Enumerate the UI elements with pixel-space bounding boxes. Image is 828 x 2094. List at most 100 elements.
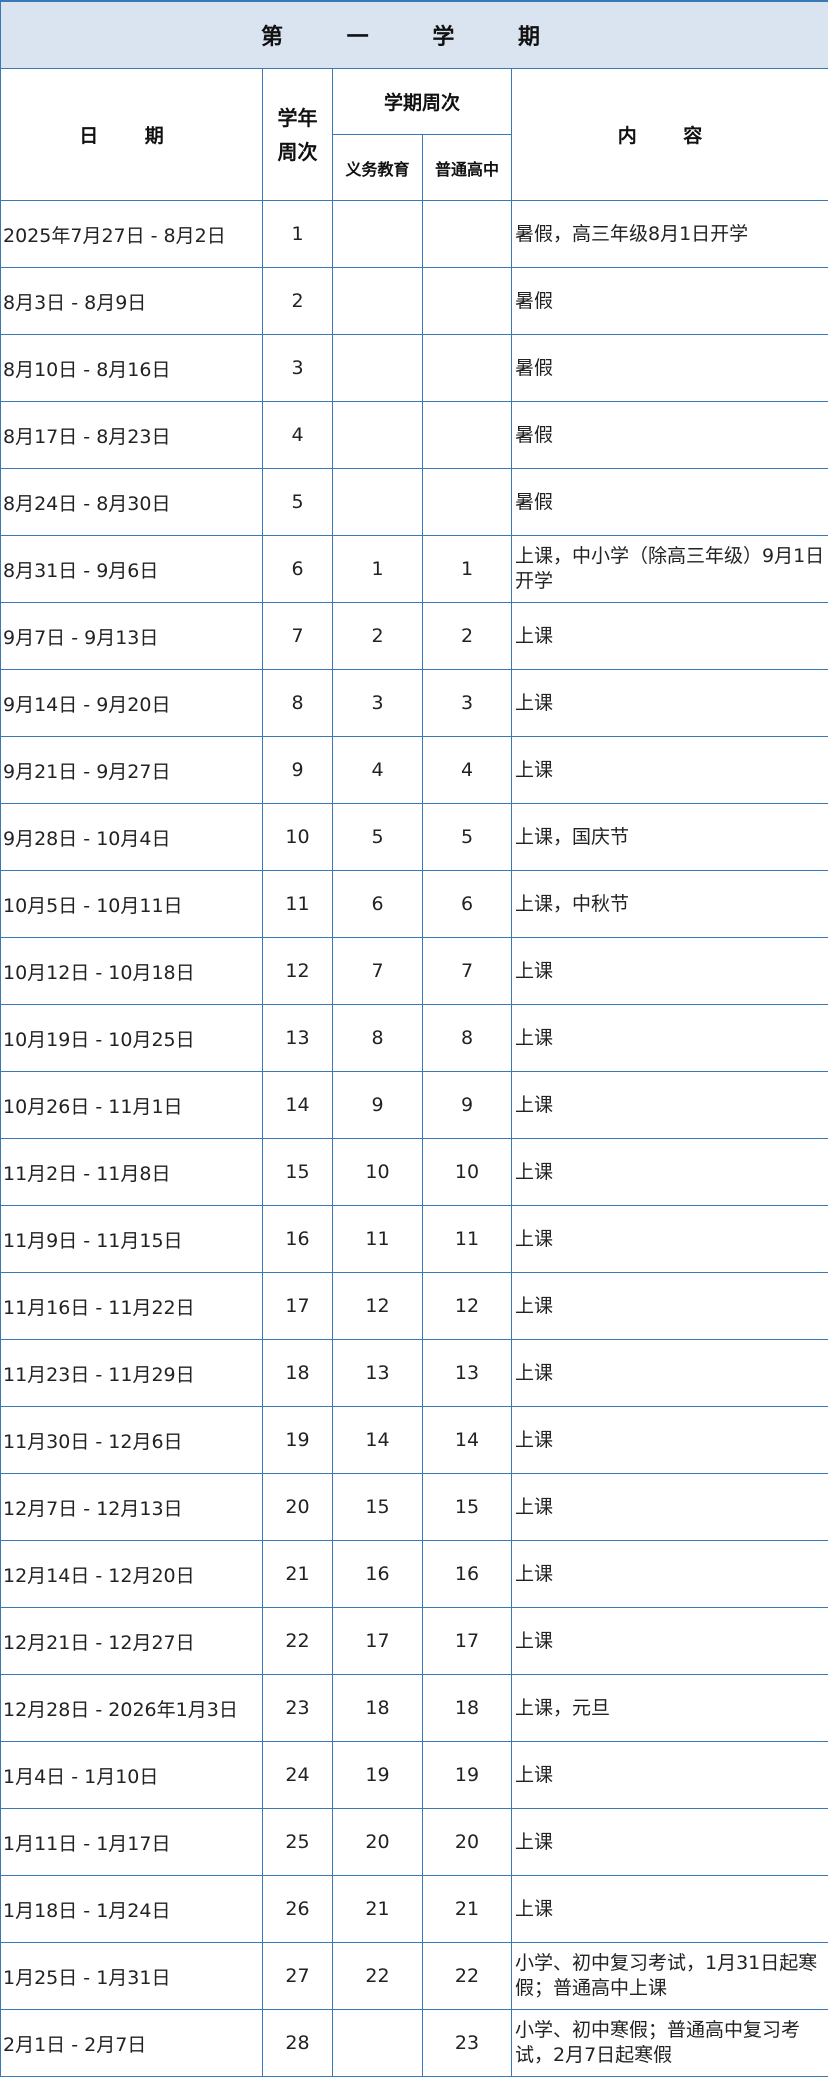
date-cell: 8月24日 - 8月30日 [0,468,263,536]
table-row: 12月14日 - 12月20日 21 16 16 上课 [0,1540,828,1608]
table-row: 10月12日 - 10月18日 12 7 7 上课 [0,937,828,1005]
compulsory-week-cell: 12 [332,1272,423,1340]
year-week-cell: 1 [262,200,333,268]
content-cell: 上课 [510,1272,828,1340]
high-school-week-cell: 22 [422,1942,512,2010]
high-school-week-cell: 3 [422,669,512,737]
table-row: 2月1日 - 2月7日 28 23 小学、初中寒假；普通高中复习考试，2月7日起寒假 [0,2009,828,2077]
high-school-week-cell: 16 [422,1540,512,1608]
year-week-cell: 13 [262,1004,333,1072]
date-cell: 8月3日 - 8月9日 [0,267,263,335]
content-cell: 上课 [510,1406,828,1474]
date-cell: 1月11日 - 1月17日 [0,1808,263,1876]
year-week-cell: 28 [262,2009,333,2077]
year-week-cell: 16 [262,1205,333,1273]
date-cell: 11月23日 - 11月29日 [0,1339,263,1407]
year-week-cell: 12 [262,937,333,1005]
year-week-cell: 10 [262,803,333,871]
high-school-week-cell: 5 [422,803,512,871]
header-date: 日 期 [0,68,263,201]
date-cell: 12月14日 - 12月20日 [0,1540,263,1608]
header-term-week: 学期周次 [332,68,512,135]
year-week-cell: 27 [262,1942,333,2010]
compulsory-week-cell: 19 [332,1741,423,1809]
date-cell: 8月10日 - 8月16日 [0,334,263,402]
content-cell: 上课，中秋节 [510,870,828,938]
table-row: 8月17日 - 8月23日 4 暑假 [0,401,828,469]
compulsory-week-cell: 17 [332,1607,423,1675]
high-school-week-cell: 21 [422,1875,512,1943]
compulsory-week-cell: 14 [332,1406,423,1474]
date-cell: 9月28日 - 10月4日 [0,803,263,871]
content-cell: 上课 [510,669,828,737]
compulsory-week-cell: 16 [332,1540,423,1608]
content-cell: 上课 [510,1741,828,1809]
table-row: 9月28日 - 10月4日 10 5 5 上课，国庆节 [0,803,828,871]
compulsory-week-cell: 20 [332,1808,423,1876]
high-school-week-cell: 18 [422,1674,512,1742]
compulsory-week-cell: 18 [332,1674,423,1742]
high-school-week-cell [422,267,512,335]
content-cell: 上课 [510,1607,828,1675]
high-school-week-cell [422,200,512,268]
content-cell: 上课，元旦 [510,1674,828,1742]
content-cell: 暑假 [510,334,828,402]
content-cell: 上课 [510,1473,828,1541]
compulsory-week-cell [332,334,423,402]
high-school-week-cell: 17 [422,1607,512,1675]
date-cell: 8月31日 - 9月6日 [0,535,263,603]
table-row: 1月25日 - 1月31日 27 22 22 小学、初中复习考试，1月31日起寒假；普通… [0,1942,828,2010]
table-row: 12月21日 - 12月27日 22 17 17 上课 [0,1607,828,1675]
compulsory-week-cell [332,468,423,536]
content-cell: 上课 [510,1540,828,1608]
date-cell: 9月21日 - 9月27日 [0,736,263,804]
content-cell: 暑假 [510,401,828,469]
content-cell: 小学、初中寒假；普通高中复习考试，2月7日起寒假 [510,2009,828,2077]
content-cell: 上课 [510,1205,828,1273]
table-row: 1月18日 - 1月24日 26 21 21 上课 [0,1875,828,1943]
high-school-week-cell [422,334,512,402]
high-school-week-cell: 8 [422,1004,512,1072]
year-week-cell: 25 [262,1808,333,1876]
year-week-cell: 7 [262,602,333,670]
date-cell: 1月18日 - 1月24日 [0,1875,263,1943]
table-row: 8月31日 - 9月6日 6 1 1 上课，中小学（除高三年级）9月1日开学 [0,535,828,603]
table-row: 9月7日 - 9月13日 7 2 2 上课 [0,602,828,670]
date-cell: 12月21日 - 12月27日 [0,1607,263,1675]
high-school-week-cell: 13 [422,1339,512,1407]
content-cell: 小学、初中复习考试，1月31日起寒假；普通高中上课 [510,1942,828,2010]
table-row: 12月28日 - 2026年1月3日 23 18 18 上课，元旦 [0,1674,828,1742]
table-row: 9月21日 - 9月27日 9 4 4 上课 [0,736,828,804]
table-row: 8月3日 - 8月9日 2 暑假 [0,267,828,335]
compulsory-week-cell [332,200,423,268]
content-cell: 上课 [510,1875,828,1943]
compulsory-week-cell: 21 [332,1875,423,1943]
date-cell: 1月25日 - 1月31日 [0,1942,263,2010]
high-school-week-cell: 11 [422,1205,512,1273]
year-week-cell: 4 [262,401,333,469]
year-week-cell: 23 [262,1674,333,1742]
high-school-week-cell: 19 [422,1741,512,1809]
semester-title: 第 一 学 期 [0,0,828,69]
compulsory-week-cell: 13 [332,1339,423,1407]
header-compulsory: 义务教育 [332,134,423,201]
compulsory-week-cell: 5 [332,803,423,871]
table-row: 11月23日 - 11月29日 18 13 13 上课 [0,1339,828,1407]
content-cell: 上课 [510,736,828,804]
year-week-cell: 26 [262,1875,333,1943]
compulsory-week-cell: 2 [332,602,423,670]
table-row: 10月19日 - 10月25日 13 8 8 上课 [0,1004,828,1072]
table-row: 8月24日 - 8月30日 5 暑假 [0,468,828,536]
table-row: 10月5日 - 10月11日 11 6 6 上课，中秋节 [0,870,828,938]
year-week-cell: 17 [262,1272,333,1340]
year-week-cell: 6 [262,535,333,603]
table-row: 11月16日 - 11月22日 17 12 12 上课 [0,1272,828,1340]
compulsory-week-cell: 7 [332,937,423,1005]
date-cell: 9月14日 - 9月20日 [0,669,263,737]
year-week-cell: 8 [262,669,333,737]
content-cell: 暑假 [510,468,828,536]
date-cell: 11月16日 - 11月22日 [0,1272,263,1340]
high-school-week-cell: 2 [422,602,512,670]
date-cell: 10月12日 - 10月18日 [0,937,263,1005]
